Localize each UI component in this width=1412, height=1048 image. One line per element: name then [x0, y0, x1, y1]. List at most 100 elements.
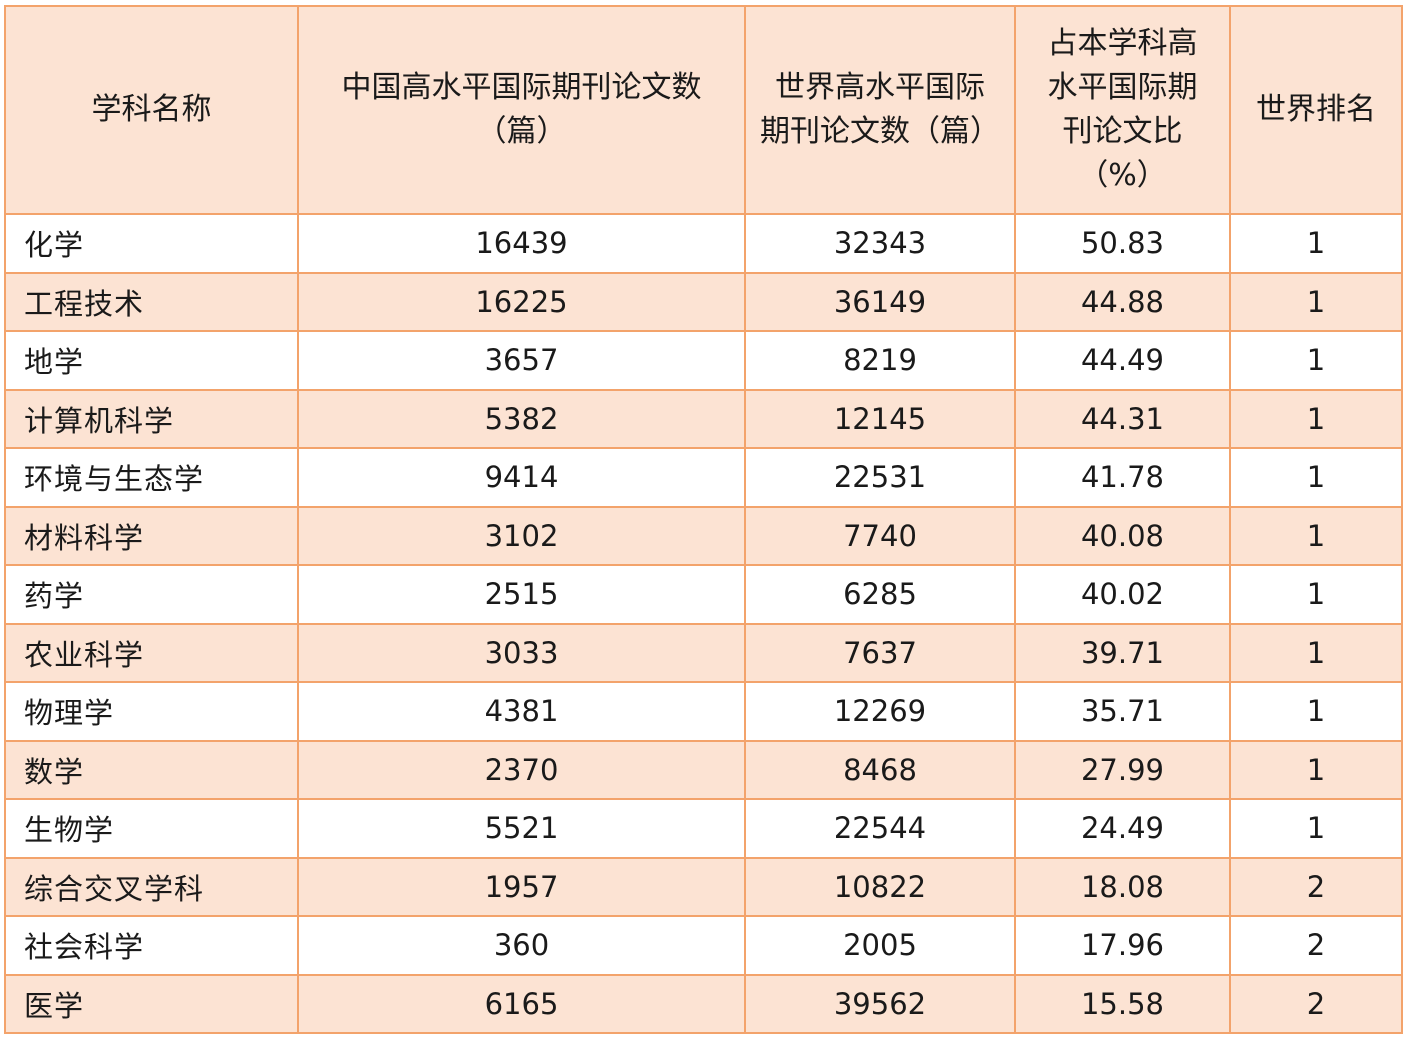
cell-ratio: 44.31	[1014, 388, 1231, 449]
table-row: 材料科学 3102 7740 40.08 1	[4, 505, 1403, 566]
header-world-papers-line2: 期刊论文数（篇）	[760, 114, 1000, 149]
header-ratio-line3: 刊论文比	[1062, 114, 1183, 149]
cell-ratio: 15.58	[1014, 973, 1231, 1034]
cell-world-papers: 39562	[744, 973, 1016, 1034]
cell-china-papers: 9414	[297, 447, 746, 508]
subject-paper-table: 学科名称 中国高水平国际期刊论文数 （篇） 世界高水平国际 期刊论文数（篇）	[4, 5, 1403, 1034]
cell-subject: 地学	[4, 330, 299, 391]
header-ratio-line2: 水平国际期	[1047, 70, 1198, 105]
cell-subject: 生物学	[4, 798, 299, 859]
header-china-papers-line1: 中国高水平国际期刊论文数	[341, 70, 702, 105]
cell-world-papers: 32343	[744, 213, 1016, 274]
cell-china-papers: 360	[297, 915, 746, 976]
cell-world-papers: 22531	[744, 447, 1016, 508]
table-row: 工程技术 16225 36149 44.88 1	[4, 271, 1403, 332]
cell-ratio: 39.71	[1014, 622, 1231, 683]
cell-subject: 计算机科学	[4, 388, 299, 449]
header-china-papers-text: 中国高水平国际期刊论文数 （篇）	[342, 66, 702, 154]
cell-world-rank: 1	[1229, 564, 1403, 625]
header-world-papers-text: 世界高水平国际 期刊论文数（篇）	[760, 66, 1000, 154]
cell-ratio: 27.99	[1014, 739, 1231, 800]
cell-world-papers: 6285	[744, 564, 1016, 625]
cell-china-papers: 4381	[297, 681, 746, 742]
cell-world-rank: 1	[1229, 447, 1403, 508]
header-row: 学科名称 中国高水平国际期刊论文数 （篇） 世界高水平国际 期刊论文数（篇）	[4, 5, 1403, 215]
cell-subject: 社会科学	[4, 915, 299, 976]
cell-world-papers: 12145	[744, 388, 1016, 449]
cell-world-papers: 8219	[744, 330, 1016, 391]
cell-ratio: 40.02	[1014, 564, 1231, 625]
cell-world-rank: 1	[1229, 622, 1403, 683]
cell-world-papers: 22544	[744, 798, 1016, 859]
cell-subject: 材料科学	[4, 505, 299, 566]
table-row: 医学 6165 39562 15.58 2	[4, 973, 1403, 1034]
cell-china-papers: 16439	[297, 213, 746, 274]
header-ratio-text: 占本学科高 水平国际期 刊论文比 （%）	[1048, 22, 1198, 198]
cell-world-rank: 1	[1229, 388, 1403, 449]
table-row: 农业科学 3033 7637 39.71 1	[4, 622, 1403, 683]
cell-subject: 数学	[4, 739, 299, 800]
cell-subject: 化学	[4, 213, 299, 274]
cell-subject: 综合交叉学科	[4, 856, 299, 917]
cell-subject: 物理学	[4, 681, 299, 742]
cell-world-rank: 1	[1229, 271, 1403, 332]
cell-world-papers: 2005	[744, 915, 1016, 976]
header-ratio-line1: 占本学科高	[1047, 26, 1198, 61]
table-row: 数学 2370 8468 27.99 1	[4, 739, 1403, 800]
cell-ratio: 35.71	[1014, 681, 1231, 742]
cell-subject: 医学	[4, 973, 299, 1034]
cell-china-papers: 1957	[297, 856, 746, 917]
header-subject-name: 学科名称	[4, 5, 299, 215]
cell-ratio: 17.96	[1014, 915, 1231, 976]
cell-china-papers: 3033	[297, 622, 746, 683]
table-header: 学科名称 中国高水平国际期刊论文数 （篇） 世界高水平国际 期刊论文数（篇）	[4, 5, 1403, 215]
header-ratio: 占本学科高 水平国际期 刊论文比 （%）	[1014, 5, 1231, 215]
table-row: 环境与生态学 9414 22531 41.78 1	[4, 447, 1403, 508]
cell-china-papers: 5521	[297, 798, 746, 859]
cell-ratio: 41.78	[1014, 447, 1231, 508]
header-world-rank-text: 世界排名	[1256, 92, 1376, 127]
cell-ratio: 40.08	[1014, 505, 1231, 566]
data-table-container: 学科名称 中国高水平国际期刊论文数 （篇） 世界高水平国际 期刊论文数（篇）	[4, 5, 1403, 1034]
cell-ratio: 44.49	[1014, 330, 1231, 391]
cell-world-rank: 1	[1229, 213, 1403, 274]
cell-world-papers: 36149	[744, 271, 1016, 332]
header-china-papers-line2: （篇）	[476, 114, 567, 149]
table-row: 药学 2515 6285 40.02 1	[4, 564, 1403, 625]
cell-china-papers: 5382	[297, 388, 746, 449]
cell-world-papers: 10822	[744, 856, 1016, 917]
header-ratio-line4: （%）	[1078, 158, 1167, 193]
cell-china-papers: 2370	[297, 739, 746, 800]
cell-china-papers: 3657	[297, 330, 746, 391]
cell-world-papers: 7637	[744, 622, 1016, 683]
cell-ratio: 44.88	[1014, 271, 1231, 332]
cell-world-rank: 2	[1229, 973, 1403, 1034]
cell-world-rank: 2	[1229, 915, 1403, 976]
header-china-papers: 中国高水平国际期刊论文数 （篇）	[297, 5, 746, 215]
cell-world-rank: 1	[1229, 681, 1403, 742]
cell-world-rank: 1	[1229, 330, 1403, 391]
cell-subject: 环境与生态学	[4, 447, 299, 508]
cell-world-papers: 7740	[744, 505, 1016, 566]
table-row: 计算机科学 5382 12145 44.31 1	[4, 388, 1403, 449]
cell-world-rank: 1	[1229, 739, 1403, 800]
table-row: 地学 3657 8219 44.49 1	[4, 330, 1403, 391]
cell-world-rank: 1	[1229, 505, 1403, 566]
cell-china-papers: 16225	[297, 271, 746, 332]
cell-subject: 工程技术	[4, 271, 299, 332]
header-subject-name-text: 学科名称	[91, 92, 212, 127]
cell-world-papers: 8468	[744, 739, 1016, 800]
cell-china-papers: 2515	[297, 564, 746, 625]
cell-world-papers: 12269	[744, 681, 1016, 742]
header-world-papers-line1: 世界高水平国际	[775, 70, 985, 105]
cell-subject: 药学	[4, 564, 299, 625]
cell-world-rank: 1	[1229, 798, 1403, 859]
cell-ratio: 18.08	[1014, 856, 1231, 917]
header-world-papers: 世界高水平国际 期刊论文数（篇）	[744, 5, 1016, 215]
table-body: 化学 16439 32343 50.83 1 工程技术 16225 36149 44.88 1 地学…	[4, 213, 1403, 1034]
cell-world-rank: 2	[1229, 856, 1403, 917]
table-row: 物理学 4381 12269 35.71 1	[4, 681, 1403, 742]
table-row: 化学 16439 32343 50.83 1	[4, 213, 1403, 274]
table-row: 社会科学 360 2005 17.96 2	[4, 915, 1403, 976]
table-row: 生物学 5521 22544 24.49 1	[4, 798, 1403, 859]
